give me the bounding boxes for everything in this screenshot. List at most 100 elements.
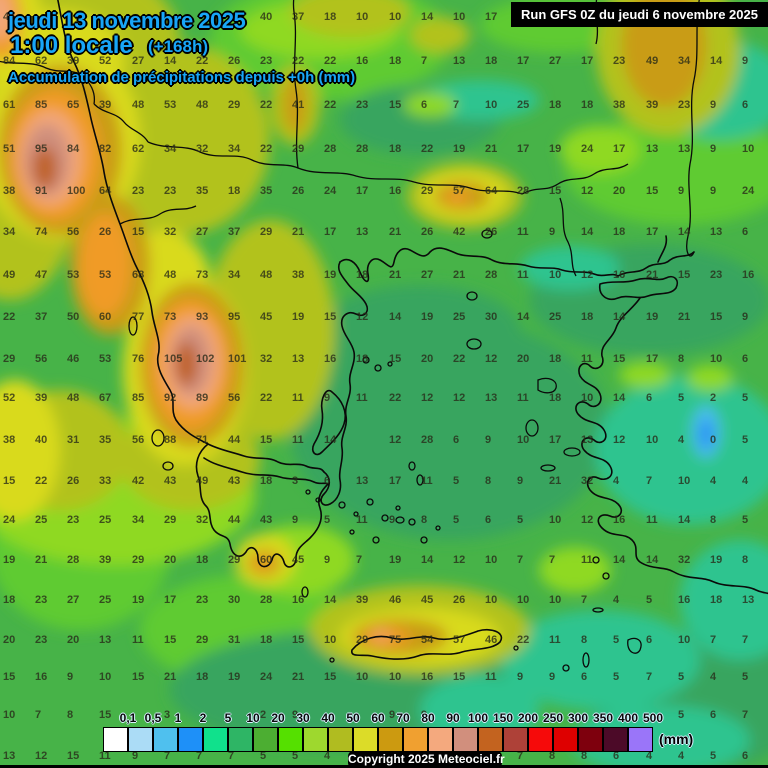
grid-value: 4 <box>742 475 749 487</box>
grid-value: 7 <box>742 709 749 721</box>
grid-value: 41 <box>292 99 305 111</box>
grid-value: 26 <box>67 475 80 487</box>
grid-value: 25 <box>99 594 112 606</box>
grid-value: 22 <box>196 55 209 67</box>
scale-box <box>553 727 578 752</box>
grid-value: 45 <box>421 594 434 606</box>
grid-value: 46 <box>389 594 402 606</box>
grid-value: 47 <box>35 269 48 281</box>
grid-value: 16 <box>742 269 755 281</box>
grid-value: 52 <box>3 392 16 404</box>
scale-label: 0,1 <box>119 711 137 725</box>
grid-value: 9 <box>742 311 749 323</box>
forecast-time-label: 1:00 locale <box>10 32 133 59</box>
grid-value: 4 <box>613 594 620 606</box>
grid-value: 14 <box>613 554 626 566</box>
scale-box <box>578 727 603 752</box>
grid-value: 23 <box>356 99 369 111</box>
grid-value: 18 <box>581 99 594 111</box>
grid-value: 14 <box>324 594 337 606</box>
grid-value: 6 <box>742 750 749 762</box>
scale-box <box>353 727 378 752</box>
grid-value: 26 <box>421 226 434 238</box>
scale-box <box>228 727 253 752</box>
grid-value: 8 <box>710 514 717 526</box>
grid-value: 39 <box>35 392 48 404</box>
grid-value: 15 <box>324 671 337 683</box>
grid-value: 18 <box>228 185 241 197</box>
grid-value: 5 <box>742 392 749 404</box>
grid-value: 64 <box>99 185 112 197</box>
grid-value: 12 <box>581 185 594 197</box>
scale-box <box>153 727 178 752</box>
scale-label: 200 <box>517 711 539 725</box>
grid-value: 102 <box>196 353 215 365</box>
grid-value: 15 <box>389 353 402 365</box>
grid-value: 20 <box>421 353 434 365</box>
grid-value: 6 <box>742 226 749 238</box>
grid-value: 11 <box>292 434 304 446</box>
grid-value: 14 <box>678 226 691 238</box>
grid-value: 14 <box>389 311 402 323</box>
coastlines <box>57 0 768 660</box>
grid-value: 25 <box>517 99 530 111</box>
scale-label: 500 <box>642 711 664 725</box>
grid-value: 67 <box>99 392 112 404</box>
grid-value: 57 <box>453 634 466 646</box>
scale-box <box>478 727 503 752</box>
grid-value: 7 <box>517 750 524 762</box>
grid-value: 39 <box>356 594 369 606</box>
grid-value: 22 <box>260 143 273 155</box>
grid-value: 24 <box>581 143 594 155</box>
grid-value: 6 <box>324 475 331 487</box>
grid-value: 27 <box>421 269 434 281</box>
grid-value: 17 <box>356 185 369 197</box>
grid-value: 18 <box>549 353 562 365</box>
grid-value: 7 <box>356 554 363 566</box>
grid-value: 18 <box>710 594 723 606</box>
grid-value: 28 <box>485 269 498 281</box>
grid-value: 43 <box>260 514 273 526</box>
grid-value: 9 <box>742 55 749 67</box>
grid-value: 11 <box>581 353 593 365</box>
grid-value: 11 <box>646 514 658 526</box>
grid-value: 26 <box>485 226 498 238</box>
grid-value: 8 <box>742 554 749 566</box>
grid-value: 38 <box>3 185 16 197</box>
grid-value: 10 <box>549 514 562 526</box>
grid-value: 7 <box>453 99 460 111</box>
grid-value: 11 <box>485 671 497 683</box>
grid-value: 52 <box>99 55 112 67</box>
grid-value: 10 <box>549 594 562 606</box>
grid-value: 15 <box>389 99 402 111</box>
scale-label: 150 <box>492 711 514 725</box>
grid-value: 34 <box>678 55 691 67</box>
grid-value: 17 <box>646 353 659 365</box>
grid-value: 19 <box>453 143 466 155</box>
grid-value: 9 <box>132 750 139 762</box>
grid-value: 46 <box>485 634 498 646</box>
grid-value: 13 <box>646 143 659 155</box>
grid-value: 14 <box>613 392 626 404</box>
grid-value: 21 <box>678 311 691 323</box>
grid-value: 7 <box>742 634 749 646</box>
grid-value: 5 <box>710 750 717 762</box>
grid-value: 73 <box>196 269 209 281</box>
grid-value: 27 <box>132 55 145 67</box>
grid-value: 13 <box>453 55 466 67</box>
grid-value: 18 <box>3 594 16 606</box>
grid-value: 5 <box>678 392 685 404</box>
grid-value: 10 <box>678 475 691 487</box>
grid-value: 14 <box>324 434 337 446</box>
grid-value: 3 <box>164 709 171 721</box>
grid-value: 26 <box>99 226 112 238</box>
grid-value: 10 <box>389 671 402 683</box>
scale-box <box>103 727 128 752</box>
grid-value: 18 <box>260 475 273 487</box>
grid-value: 19 <box>646 311 659 323</box>
grid-value: 15 <box>132 671 145 683</box>
grid-value: 10 <box>3 709 16 721</box>
grid-value: 7 <box>164 750 171 762</box>
